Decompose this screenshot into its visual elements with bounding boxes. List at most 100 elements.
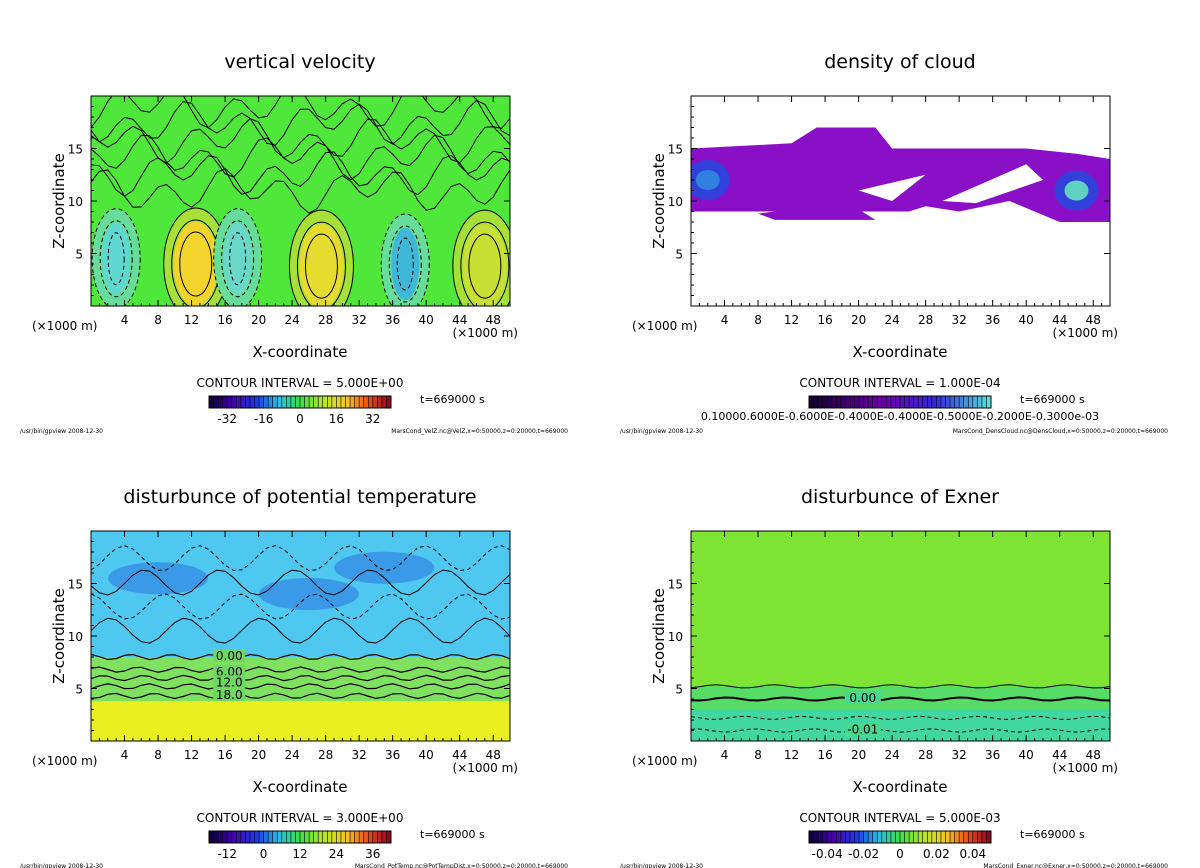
x-tick-label: 48 <box>1086 748 1101 762</box>
colorbar-segment <box>286 396 292 408</box>
contour-line <box>691 684 1110 689</box>
x-tick-label: 28 <box>318 313 333 327</box>
colorbar-segment <box>840 396 846 408</box>
colorbar-segment <box>877 396 883 408</box>
colorbar-segment <box>322 831 328 843</box>
colorbar-segment <box>927 831 933 843</box>
x-tick-label: 32 <box>352 313 367 327</box>
warm-band <box>91 657 510 702</box>
chart-title: disturbunce of Exner <box>801 486 999 508</box>
colorbar-segment <box>849 831 855 843</box>
x-unit-label: (×1000 m) <box>1053 326 1118 340</box>
colorbar-segment <box>350 831 356 843</box>
colorbar-segment <box>945 396 951 408</box>
contour-line <box>691 715 1110 720</box>
time-label: t=669000 s <box>1020 828 1085 841</box>
downdraft-core <box>102 222 131 295</box>
colorbar-segment <box>213 396 219 408</box>
colorbar-segment <box>218 396 224 408</box>
colorbar-segment <box>231 396 237 408</box>
colorbar-segment <box>986 831 992 843</box>
colorbar-segment <box>877 831 883 843</box>
colorbar-segment <box>240 831 246 843</box>
colorbar-segment <box>254 396 260 408</box>
downdraft-core <box>391 228 420 300</box>
colorbar-segment <box>331 831 337 843</box>
y-axis-label: Z-coordinate <box>50 588 68 683</box>
colorbar-segment <box>231 831 237 843</box>
colorbar-segment <box>272 831 278 843</box>
colorbar-segment <box>872 831 878 843</box>
colorbar-segment <box>377 396 383 408</box>
colorbar-tick-label: 0.04 <box>959 847 986 861</box>
downdraft-core <box>223 222 252 295</box>
colorbar-segment <box>931 396 937 408</box>
colorbar-segment <box>290 831 296 843</box>
colorbar-segment <box>322 396 328 408</box>
x-tick-label: 8 <box>754 313 762 327</box>
colorbar-segment <box>336 831 342 843</box>
x-tick-label: 12 <box>184 748 199 762</box>
colorbar-segment <box>222 396 228 408</box>
footer-right: MarsCond_Exner.nc@Exner,x=0:50000,z=0:20… <box>983 863 1168 868</box>
contour-label: 12.0 <box>216 675 243 689</box>
colorbar-segment <box>900 396 906 408</box>
updraft-core <box>299 224 344 306</box>
contour-line <box>468 233 502 299</box>
colorbar-segment <box>286 831 292 843</box>
contour-line <box>691 696 1110 702</box>
colorbar-segment <box>327 831 333 843</box>
colorbar-segment <box>300 396 306 408</box>
colorbar-segment <box>813 396 819 408</box>
footer-right: MarsCond_VelZ.nc@VelZ,x=0:50000,z=0:2000… <box>391 428 568 435</box>
colorbar-segment <box>959 831 965 843</box>
colorbar-segment <box>895 396 901 408</box>
colorbar-tick-label: 32 <box>365 412 380 426</box>
x-tick-label: 36 <box>385 313 400 327</box>
colorbar-segment <box>281 831 287 843</box>
y-tick-label: 5 <box>75 248 83 262</box>
colorbar-segment <box>859 396 865 408</box>
colorbar-segment <box>950 396 956 408</box>
cloud-maximum-core <box>695 170 720 190</box>
colorbar-tick-label: 0 <box>896 847 904 861</box>
colorbar-segment <box>836 396 842 408</box>
contour-interval-label: CONTOUR INTERVAL = 1.000E-04 <box>799 376 1000 390</box>
contour-line <box>91 653 510 661</box>
contour-line <box>213 208 263 306</box>
x-tick-label: 20 <box>251 748 266 762</box>
contour-line <box>99 220 133 298</box>
y-tick-label: 5 <box>75 683 83 697</box>
contour-label-bg <box>213 664 246 678</box>
cool-patch <box>108 562 209 595</box>
colorbar-segment <box>881 396 887 408</box>
colorbar-segment <box>981 831 987 843</box>
x-tick-label: 32 <box>952 313 967 327</box>
colorbar-segment <box>249 831 255 843</box>
x-tick-label: 28 <box>918 313 933 327</box>
time-label: t=669000 s <box>420 393 485 406</box>
colorbar-segment <box>940 831 946 843</box>
colorbar-segment <box>281 396 287 408</box>
colorbar-segment <box>350 396 356 408</box>
colorbar-segment <box>886 831 892 843</box>
colorbar-tick-label: -0.02 <box>848 847 879 861</box>
x-unit-label: (×1000 m) <box>32 319 97 333</box>
colorbar-segment <box>859 831 865 843</box>
x-unit-label: (×1000 m) <box>1053 761 1118 775</box>
x-tick-label: 40 <box>1019 313 1034 327</box>
colorbar-segment <box>818 831 824 843</box>
colorbar-segment <box>863 831 869 843</box>
contour-line <box>91 96 510 129</box>
colorbar-segment <box>277 831 283 843</box>
y-tick-label: 5 <box>675 248 683 262</box>
contour-label: 18.0 <box>216 688 243 702</box>
colorbar-segment <box>809 831 815 843</box>
colorbar-segment <box>218 831 224 843</box>
colorbar-segment <box>954 396 960 408</box>
colorbar-segment <box>954 831 960 843</box>
colorbar-tick-label: 16 <box>329 412 344 426</box>
contour-line <box>91 683 510 690</box>
contour-line <box>91 208 141 306</box>
